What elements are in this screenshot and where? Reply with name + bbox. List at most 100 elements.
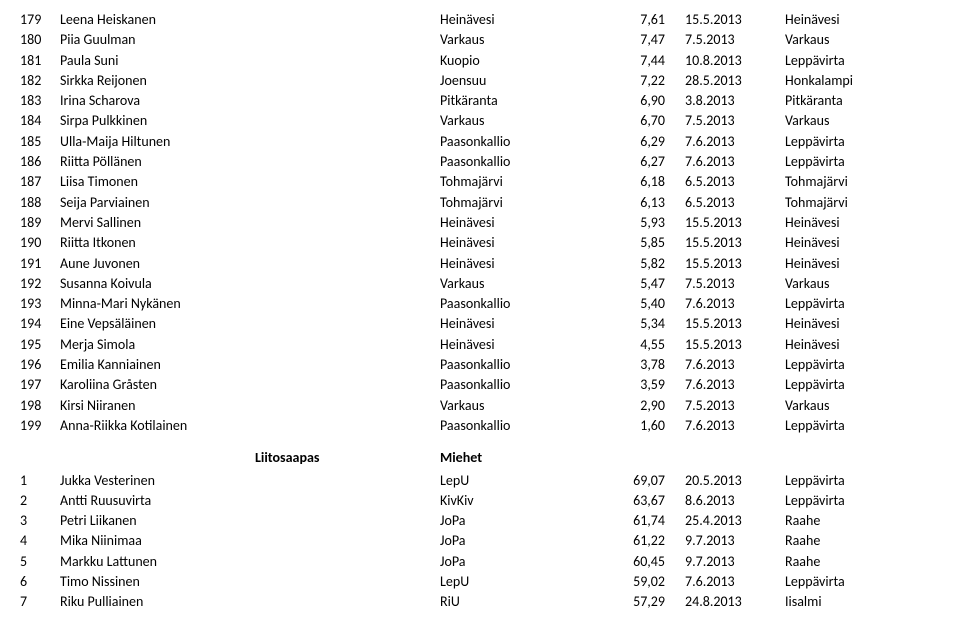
- location-cell: LepU: [440, 471, 605, 491]
- name-cell: Minna-Mari Nykänen: [60, 294, 255, 314]
- name-cell: Timo Nissinen: [60, 572, 255, 592]
- location-cell: Pitkäranta: [440, 91, 605, 111]
- date-cell: 7.5.2013: [685, 111, 785, 131]
- rank-cell: 197: [20, 375, 60, 395]
- rank-cell: 195: [20, 335, 60, 355]
- place-cell: Varkaus: [785, 111, 905, 131]
- date-cell: 25.4.2013: [685, 511, 785, 531]
- date-cell: 8.6.2013: [685, 491, 785, 511]
- place-cell: Leppävirta: [785, 355, 905, 375]
- name-cell: Mervi Sallinen: [60, 213, 255, 233]
- table-row: 192Susanna KoivulaVarkaus5,477.5.2013Var…: [20, 274, 940, 294]
- place-cell: Honkalampi: [785, 71, 905, 91]
- place-cell: Leppävirta: [785, 471, 905, 491]
- place-cell: Leppävirta: [785, 375, 905, 395]
- name-cell: Liisa Timonen: [60, 172, 255, 192]
- table-row: 1Jukka VesterinenLepU69,0720.5.2013Leppä…: [20, 471, 940, 491]
- rank-cell: 193: [20, 294, 60, 314]
- table-row: 6Timo NissinenLepU59,027.6.2013Leppävirt…: [20, 572, 940, 592]
- place-cell: Leppävirta: [785, 572, 905, 592]
- rank-cell: 188: [20, 193, 60, 213]
- table-row: 188Seija ParviainenTohmajärvi6,136.5.201…: [20, 193, 940, 213]
- rank-cell: 4: [20, 531, 60, 551]
- name-cell: Petri Liikanen: [60, 511, 255, 531]
- name-cell: Aune Juvonen: [60, 254, 255, 274]
- score-cell: 5,82: [605, 254, 685, 274]
- rank-cell: 179: [20, 10, 60, 30]
- location-cell: Heinävesi: [440, 254, 605, 274]
- score-cell: 7,47: [605, 30, 685, 50]
- location-cell: Tohmajärvi: [440, 172, 605, 192]
- location-cell: KivKiv: [440, 491, 605, 511]
- place-cell: Tohmajärvi: [785, 172, 905, 192]
- date-cell: 7.5.2013: [685, 274, 785, 294]
- location-cell: JoPa: [440, 511, 605, 531]
- name-cell: Jukka Vesterinen: [60, 471, 255, 491]
- name-cell: Emilia Kanniainen: [60, 355, 255, 375]
- place-cell: Varkaus: [785, 396, 905, 416]
- score-cell: 4,55: [605, 335, 685, 355]
- date-cell: 7.6.2013: [685, 416, 785, 436]
- place-cell: Heinävesi: [785, 335, 905, 355]
- place-cell: Iisalmi: [785, 592, 905, 612]
- date-cell: 15.5.2013: [685, 233, 785, 253]
- table-row: 180Piia GuulmanVarkaus7,477.5.2013Varkau…: [20, 30, 940, 50]
- rank-cell: 189: [20, 213, 60, 233]
- rank-cell: 3: [20, 511, 60, 531]
- date-cell: 15.5.2013: [685, 335, 785, 355]
- name-cell: Merja Simola: [60, 335, 255, 355]
- place-cell: Leppävirta: [785, 51, 905, 71]
- place-cell: Varkaus: [785, 30, 905, 50]
- score-cell: 60,45: [605, 552, 685, 572]
- name-cell: Riku Pulliainen: [60, 592, 255, 612]
- name-cell: Kirsi Niiranen: [60, 396, 255, 416]
- location-cell: Paasonkallio: [440, 375, 605, 395]
- rank-cell: 191: [20, 254, 60, 274]
- place-cell: Raahe: [785, 511, 905, 531]
- score-cell: 3,59: [605, 375, 685, 395]
- rank-cell: 196: [20, 355, 60, 375]
- table-row: 187Liisa TimonenTohmajärvi6,186.5.2013To…: [20, 172, 940, 192]
- name-cell: Antti Ruusuvirta: [60, 491, 255, 511]
- rank-cell: 187: [20, 172, 60, 192]
- date-cell: 9.7.2013: [685, 531, 785, 551]
- date-cell: 15.5.2013: [685, 213, 785, 233]
- table-row: 196Emilia KanniainenPaasonkallio3,787.6.…: [20, 355, 940, 375]
- location-cell: LepU: [440, 572, 605, 592]
- location-cell: Heinävesi: [440, 213, 605, 233]
- rank-cell: 184: [20, 111, 60, 131]
- name-cell: Leena Heiskanen: [60, 10, 255, 30]
- score-cell: 7,61: [605, 10, 685, 30]
- table-row: 186Riitta PöllänenPaasonkallio6,277.6.20…: [20, 152, 940, 172]
- date-cell: 7.5.2013: [685, 30, 785, 50]
- name-cell: Piia Guulman: [60, 30, 255, 50]
- rank-cell: 192: [20, 274, 60, 294]
- place-cell: Raahe: [785, 531, 905, 551]
- name-cell: Anna-Riikka Kotilainen: [60, 416, 255, 436]
- location-cell: Varkaus: [440, 274, 605, 294]
- score-cell: 63,67: [605, 491, 685, 511]
- name-cell: Riitta Pöllänen: [60, 152, 255, 172]
- place-cell: Varkaus: [785, 274, 905, 294]
- score-cell: 7,44: [605, 51, 685, 71]
- name-cell: Sirkka Reijonen: [60, 71, 255, 91]
- location-cell: Varkaus: [440, 111, 605, 131]
- score-cell: 61,22: [605, 531, 685, 551]
- location-cell: Paasonkallio: [440, 294, 605, 314]
- place-cell: Leppävirta: [785, 416, 905, 436]
- location-cell: Paasonkallio: [440, 132, 605, 152]
- date-cell: 15.5.2013: [685, 314, 785, 334]
- place-cell: Heinävesi: [785, 314, 905, 334]
- date-cell: 20.5.2013: [685, 471, 785, 491]
- name-cell: Seija Parviainen: [60, 193, 255, 213]
- date-cell: 9.7.2013: [685, 552, 785, 572]
- name-cell: Riitta Itkonen: [60, 233, 255, 253]
- place-cell: Leppävirta: [785, 491, 905, 511]
- rank-cell: 5: [20, 552, 60, 572]
- date-cell: 7.6.2013: [685, 294, 785, 314]
- place-cell: Leppävirta: [785, 152, 905, 172]
- table-row: 198Kirsi NiiranenVarkaus2,907.5.2013Vark…: [20, 396, 940, 416]
- rank-cell: 7: [20, 592, 60, 612]
- location-cell: Kuopio: [440, 51, 605, 71]
- location-cell: Heinävesi: [440, 314, 605, 334]
